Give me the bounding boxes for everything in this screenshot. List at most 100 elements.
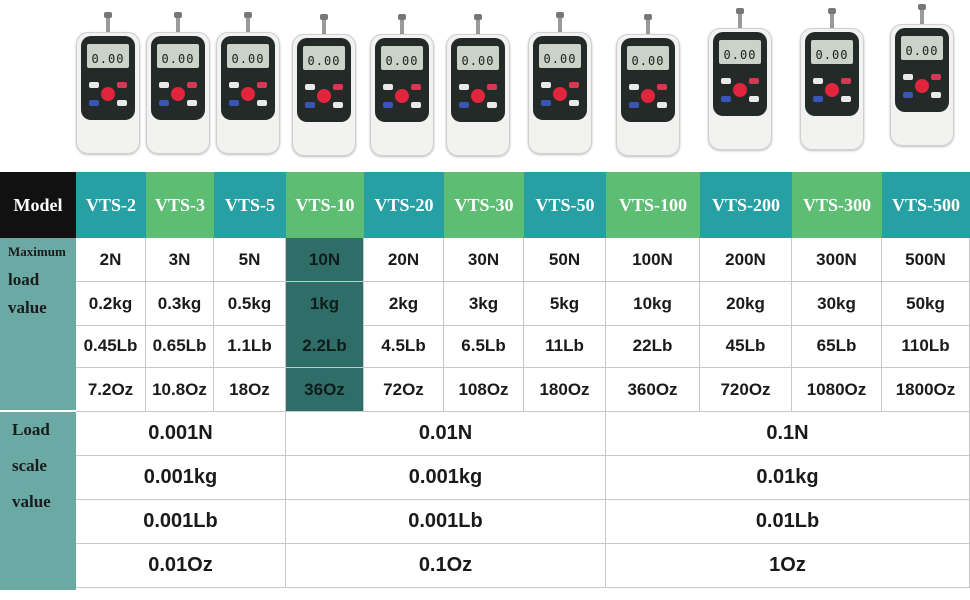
unit-button [569,100,579,106]
power-button-icon [471,89,485,103]
max-load-cell: 10.8Oz [146,368,214,412]
device-face: 0.00 [151,36,205,120]
peak-button [721,96,731,102]
device-face: 0.00 [297,38,351,122]
power-button-icon [733,83,747,97]
unit-button [187,100,197,106]
max-load-cell: 3kg [444,282,524,326]
header-model-vts-500: VTS-500 [882,172,970,238]
device-face: 0.00 [221,36,275,120]
unit-button [487,102,497,108]
lcd-screen: 0.00 [719,40,761,64]
load-scale-cell: 1Oz [606,544,970,588]
max-load-label-line: load [8,270,40,289]
max-load-cell: 50kg [882,282,970,326]
device-body: 0.00 [146,32,210,154]
lcd-screen: 0.00 [227,44,269,68]
zero-button [187,82,197,88]
load-scale-cell: 0.1N [606,412,970,456]
power-button-icon [395,89,409,103]
max-load-cell: 36Oz [286,368,364,412]
device-body: 0.00 [446,34,510,156]
device-body: 0.00 [528,32,592,154]
set-button [629,84,639,90]
power-button-icon [241,87,255,101]
device-body: 0.00 [76,32,140,154]
probe-rod [736,8,744,30]
force-gauge-device: 0.00 [616,14,680,158]
peak-button [813,96,823,102]
max-load-cell: 72Oz [364,368,444,412]
max-load-cell: 1080Oz [792,368,882,412]
device-body: 0.00 [216,32,280,154]
device-face: 0.00 [451,38,505,122]
peak-button [541,100,551,106]
device-face: 0.00 [81,36,135,120]
max-load-cell: 0.3kg [146,282,214,326]
unit-button [257,100,267,106]
probe-rod [474,14,482,36]
force-gauge-device: 0.00 [446,14,510,158]
max-load-cell: 100N [606,238,700,282]
peak-button [89,100,99,106]
max-load-cell: 2N [76,238,146,282]
device-body: 0.00 [800,28,864,150]
load-scale-cell: 0.01N [286,412,606,456]
max-load-cell: 720Oz [700,368,792,412]
max-load-cell: 30N [444,238,524,282]
load-scale-label-line: Load [12,420,50,439]
device-face: 0.00 [895,28,949,112]
load-scale-cell: 0.001Lb [286,500,606,544]
header-model-vts-2: VTS-2 [76,172,146,238]
force-gauge-device: 0.00 [370,14,434,158]
lcd-screen: 0.00 [811,40,853,64]
set-button [459,84,469,90]
max-load-cell: 200N [700,238,792,282]
zero-button [333,84,343,90]
zero-button [657,84,667,90]
unit-button [411,102,421,108]
header-model-vts-30: VTS-30 [444,172,524,238]
device-face: 0.00 [621,38,675,122]
device-face: 0.00 [805,32,859,116]
zero-button [487,84,497,90]
load-scale-label: Load scale value [0,412,76,590]
header-model-label: Model [0,172,76,238]
max-load-label-line: Maximum [8,244,66,259]
max-load-cell: 3N [146,238,214,282]
max-load-cell: 7.2Oz [76,368,146,412]
device-body: 0.00 [370,34,434,156]
peak-button [159,100,169,106]
zero-button [257,82,267,88]
max-load-cell: 0.65Lb [146,324,214,368]
device-body: 0.00 [890,24,954,146]
max-load-cell: 110Lb [882,324,970,368]
peak-button [459,102,469,108]
lcd-screen: 0.00 [539,44,581,68]
max-load-cell: 10kg [606,282,700,326]
max-load-cell: 1.1Lb [214,324,286,368]
power-button-icon [825,83,839,97]
set-button [721,78,731,84]
device-body: 0.00 [616,34,680,156]
max-load-label-line: value [8,298,47,317]
load-scale-cell: 0.001Lb [76,500,286,544]
max-load-cell: 1kg [286,282,364,326]
unit-button [333,102,343,108]
force-gauge-device: 0.00 [292,14,356,158]
load-scale-label-line: value [12,492,51,511]
load-scale-label-line: scale [12,456,47,475]
probe-rod [828,8,836,30]
lcd-screen: 0.00 [157,44,199,68]
max-load-cell: 5kg [524,282,606,326]
max-load-cell: 30kg [792,282,882,326]
force-gauge-device: 0.00 [800,8,864,152]
device-photo-strip: 0.00 0.00 0.00 0.00 0.00 0.00 0.00 0.00 0.00 0.00… [0,0,970,160]
set-button [813,78,823,84]
force-gauge-device: 0.00 [216,12,280,156]
header-model-vts-300: VTS-300 [792,172,882,238]
device-body: 0.00 [292,34,356,156]
set-button [229,82,239,88]
force-gauge-device: 0.00 [890,4,954,148]
zero-button [841,78,851,84]
